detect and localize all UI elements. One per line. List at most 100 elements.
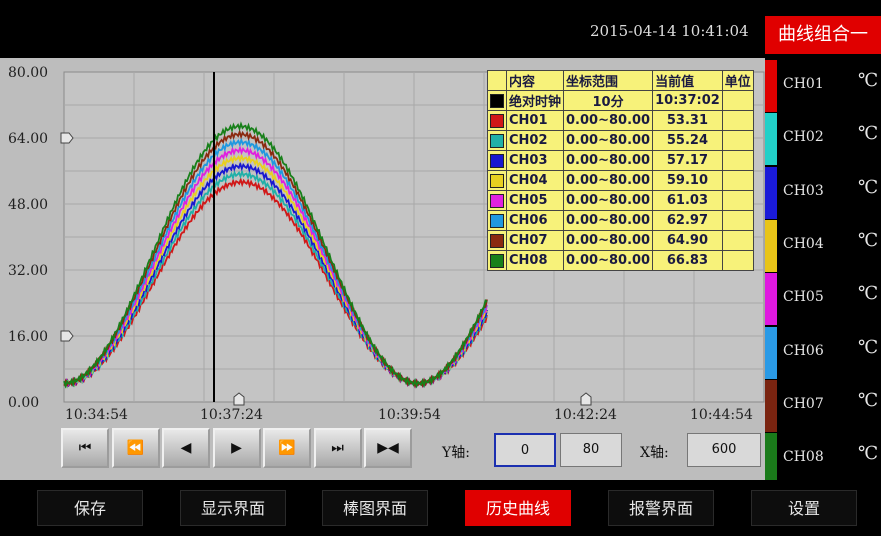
channel-legend-ch01[interactable]: CH01 ℃ [765,60,881,112]
channel-name: CH08 [783,449,824,466]
series-line-ch08 [63,121,488,389]
x-tick-label: 10:42:24 [554,407,617,420]
channel-unit: ℃ [858,336,879,358]
table-row: CH03 0.00~80.00 57.17 [487,150,754,171]
channel-legend-ch08[interactable]: CH08 ℃ [765,433,881,486]
channel-legend-ch07[interactable]: CH07 ℃ [765,379,881,432]
series-line-ch07 [63,129,488,389]
step-forward-button[interactable]: ▶ [212,428,261,468]
series-color-swatch [490,93,504,108]
table-row: CH02 0.00~80.00 55.24 [487,130,754,151]
channel-color-swatch [765,326,777,379]
y-tick-label: 64.00 [8,131,48,147]
y-upper-marker [60,132,74,144]
series-color-swatch [490,173,504,188]
fast-backward-button[interactable]: ⏪ [111,428,160,468]
channel-legend-ch04[interactable]: CH04 ℃ [765,219,881,272]
table-cell-value: 64.90 [652,230,723,251]
channel-color-swatch [765,113,777,166]
channel-legend-ch03[interactable]: CH03 ℃ [765,166,881,219]
series-color-swatch [490,253,504,268]
channel-color-swatch [765,166,777,219]
table-cell-name: CH01 [505,110,565,131]
table-cell-unit [721,230,754,251]
table-cell-range: 0.00~80.00 [563,130,654,151]
table-cell-range: 0.00~80.00 [563,230,654,251]
series-color-swatch [490,113,504,128]
first-page-button[interactable]: ⏮ [61,428,109,468]
top-bar: 2015-04-14 10:41:04 曲线组合一 [0,0,881,58]
last-page-button[interactable]: ⏭ [313,428,362,468]
table-cell-value: 62.97 [652,210,723,231]
table-cell-value: 61.03 [652,190,723,211]
table-row: CH01 0.00~80.00 53.31 [487,110,754,131]
y-axis-label: Y轴: [442,445,470,461]
latest-button[interactable]: ▶◀ [364,428,412,468]
y-tick-label: 80.00 [8,65,48,81]
last-page-icon: ⏭ [331,440,344,456]
channel-name: CH06 [783,342,824,359]
x-span-input[interactable]: 600 [687,433,761,467]
table-cell-range: 0.00~80.00 [563,190,654,211]
x-tick-label: 10:44:54 [690,407,753,420]
table-cell-unit [721,110,754,131]
table-cell-name: CH02 [505,130,565,151]
fast-forward-button[interactable]: ⏩ [263,428,311,468]
channel-legend-ch06[interactable]: CH06 ℃ [765,326,881,379]
channel-name: CH01 [783,76,824,92]
fast-forward-icon: ⏩ [278,440,296,456]
y-tick-label: 16.00 [8,329,48,345]
table-cell-unit [721,90,754,111]
settings-button[interactable]: 设置 [751,490,857,526]
y-max-input[interactable]: 80 [560,433,622,467]
fast-backward-icon: ⏪ [126,440,145,456]
table-cell-range: 0.00~80.00 [563,210,654,231]
channel-unit: ℃ [858,389,879,411]
table-cell-unit [721,250,754,271]
x-tick-label: 10:34:54 [65,407,128,420]
table-row: CH06 0.00~80.00 62.97 [487,210,754,231]
series-color-swatch [490,233,504,248]
x-cursor-marker [580,392,592,406]
first-page-icon: ⏮ [78,440,92,456]
table-header-value: 当前值 [652,70,723,91]
table-row: CH05 0.00~80.00 61.03 [487,190,754,211]
table-row: CH04 0.00~80.00 59.10 [487,170,754,191]
bar-chart-screen-button[interactable]: 棒图界面 [322,490,428,526]
series-color-swatch [490,153,504,168]
y-lower-marker [60,330,74,342]
display-screen-button[interactable]: 显示界面 [180,490,286,526]
table-cell-name: CH05 [505,190,565,211]
table-row: CH08 0.00~80.00 66.83 [487,250,754,271]
channel-unit: ℃ [858,443,879,465]
series-color-swatch [490,133,504,148]
bottom-navigation: 保存 显示界面 棒图界面 历史曲线 报警界面 设置 [0,480,881,536]
table-cell-range: 0.00~80.00 [563,250,654,271]
channel-unit: ℃ [858,229,879,251]
alarm-screen-button[interactable]: 报警界面 [608,490,714,526]
channel-legend-panel: CH01 ℃ CH02 ℃ CH03 ℃ CH04 ℃ CH05 ℃ CH06 ℃ CH07 ℃ CH08 ℃ [765,58,881,486]
table-cell-name: CH06 [505,210,565,231]
chart-panel: 80.00 64.00 48.00 32.00 16.00 0.00 10:34:54 10:… [0,58,765,480]
table-cell-value: 66.83 [652,250,723,271]
step-backward-button[interactable]: ◀ [162,428,210,468]
curve-group-button[interactable]: 曲线组合一 [765,16,881,54]
table-cell-unit [721,190,754,211]
table-cell-range: 0.00~80.00 [563,150,654,171]
channel-value-table: 内容 坐标范围 当前值 单位 绝对时钟 10分 10:37:02 CH01 0.00~8… [487,70,754,271]
y-min-input[interactable]: 0 [494,433,556,467]
latest-icon: ▶◀ [377,440,399,456]
series-color-swatch [490,193,504,208]
channel-name: CH03 [783,182,824,199]
save-button[interactable]: 保存 [37,490,143,526]
channel-legend-ch02[interactable]: CH02 ℃ [765,113,881,166]
channel-color-swatch [765,60,777,112]
table-header-unit: 单位 [721,70,754,91]
x-axis-label: X轴: [640,445,669,461]
table-header-row: 内容 坐标范围 当前值 单位 [487,70,754,91]
table-cell-unit [721,150,754,171]
channel-legend-ch05[interactable]: CH05 ℃ [765,273,881,326]
channel-unit: ℃ [858,70,879,91]
table-cell-value: 57.17 [652,150,723,171]
history-curve-button[interactable]: 历史曲线 [465,490,571,526]
